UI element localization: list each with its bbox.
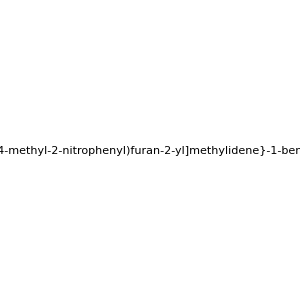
Text: (2Z)-2-{[5-(5-chloro-4-methyl-2-nitrophenyl)furan-2-yl]methylidene}-1-benzothiop: (2Z)-2-{[5-(5-chloro-4-methyl-2-nitrophe… <box>0 146 300 157</box>
